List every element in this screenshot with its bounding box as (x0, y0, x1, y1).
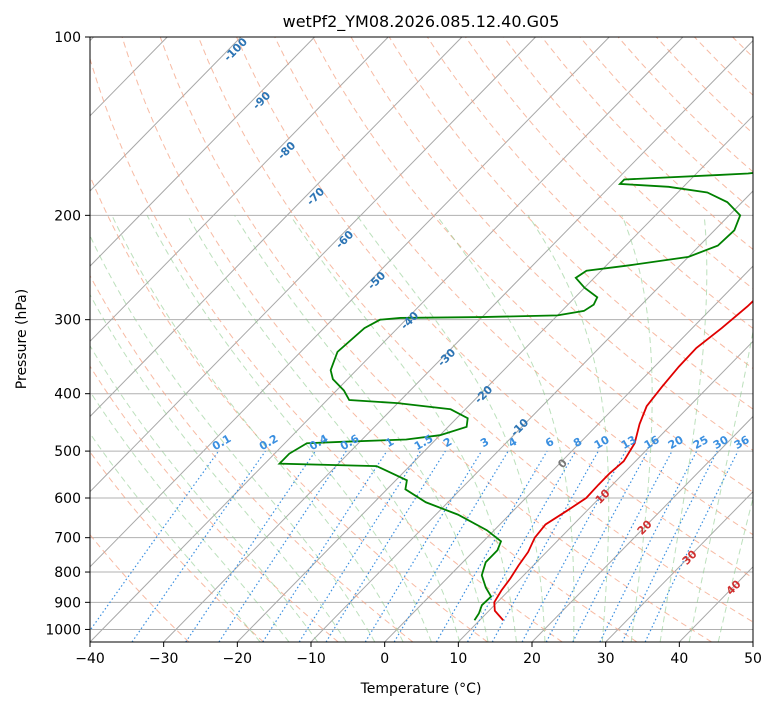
mixing-ratio-line (262, 450, 388, 642)
dry-adiabat (426, 37, 753, 370)
moist-adiabat (621, 215, 653, 642)
y-tick-label: 400 (54, 387, 81, 403)
moist-adiabat (187, 215, 461, 642)
moist-adiabat (90, 293, 347, 642)
y-tick-label: 900 (54, 595, 81, 611)
x-tick-label: −30 (149, 651, 179, 667)
dry-adiabat (312, 37, 753, 493)
y-axis-title: Pressure (hPa) (14, 289, 30, 389)
mixing-ratio-line (364, 450, 483, 642)
mixing-ratio-line (621, 450, 718, 642)
temperature-profile (493, 299, 753, 621)
isotherm-line (310, 190, 753, 642)
plot-area (90, 37, 753, 642)
y-tick-label: 300 (54, 313, 81, 329)
dry-adiabat (159, 37, 712, 642)
x-tick-label: −20 (223, 651, 253, 667)
y-tick-label: 500 (54, 444, 81, 460)
x-tick-label: 20 (523, 651, 541, 667)
dry-adiabat (90, 174, 488, 642)
isotherm-line (236, 115, 753, 642)
moist-adiabat (356, 215, 546, 642)
y-tick-label: 700 (54, 531, 81, 547)
y-tick-label: 800 (54, 565, 81, 581)
dry-adiabat (90, 56, 563, 642)
isotherm-line (457, 340, 753, 642)
mixing-ratio-line (491, 450, 599, 642)
mixing-ratio-line (185, 450, 316, 642)
mixing-ratio-line (599, 450, 698, 642)
x-tick-label: 30 (597, 651, 615, 667)
moist-adiabat (90, 432, 261, 642)
isotherm-line (605, 490, 753, 642)
dry-adiabat (350, 37, 753, 451)
x-axis-title: Temperature (°C) (360, 681, 482, 697)
x-tick-label: 40 (670, 651, 688, 667)
dry-adiabat (388, 37, 753, 410)
isotherm-line (90, 37, 684, 642)
y-tick-label: 200 (54, 208, 81, 224)
x-tick-label: 10 (449, 651, 467, 667)
dry-adiabat (197, 37, 753, 623)
isotherm-line (90, 37, 610, 568)
isotherm-line (90, 37, 463, 418)
dewpoint-profile (277, 172, 753, 621)
isotherm-line (531, 415, 753, 642)
chart-title: wetPf2_YM08.2026.085.12.40.G05 (283, 12, 560, 32)
moist-adiabat (688, 328, 753, 642)
dry-adiabat (90, 451, 264, 642)
axes: −40 −30 −20 −10 0 10 20 30 40 50 100 200 300 400 500 60… (45, 30, 762, 667)
moist-adiabat (111, 215, 404, 642)
moist-adiabat (90, 344, 319, 642)
y-tick-label: 600 (54, 491, 81, 507)
mixing-ratio-line (545, 450, 649, 642)
dry-adiabat (236, 37, 753, 579)
isotherm-line (163, 39, 753, 642)
moist-adiabat (90, 234, 376, 642)
x-tick-label: −40 (75, 651, 105, 667)
isotherm-line (90, 37, 389, 343)
mixing-ratio-line (298, 450, 422, 642)
y-tick-label: 1000 (45, 622, 81, 638)
isotherm-line (384, 265, 753, 642)
moist-adiabat (146, 215, 432, 642)
x-tick-label: 50 (744, 651, 762, 667)
mixing-ratio-line (90, 450, 220, 632)
y-tick-label: 100 (54, 30, 81, 46)
moist-adiabat (90, 390, 290, 642)
isotherm-line (90, 37, 315, 267)
moist-adiabat (659, 215, 708, 642)
dry-adiabat (274, 37, 753, 536)
dry-adiabat (121, 37, 638, 642)
isotherm-line (90, 37, 536, 493)
x-tick-label: 0 (380, 651, 389, 667)
mixing-ratio-line (131, 450, 266, 642)
isotherm-line (90, 37, 242, 192)
x-tick-label: −10 (296, 651, 326, 667)
mixing-ratio-line (218, 450, 347, 642)
dry-adiabat (90, 365, 339, 642)
moist-adiabat (527, 215, 610, 642)
dry-adiabat (90, 274, 414, 642)
mixing-ratio-line (521, 450, 627, 642)
mixing-ratio-line (466, 450, 577, 642)
plot-frame (89, 36, 754, 643)
